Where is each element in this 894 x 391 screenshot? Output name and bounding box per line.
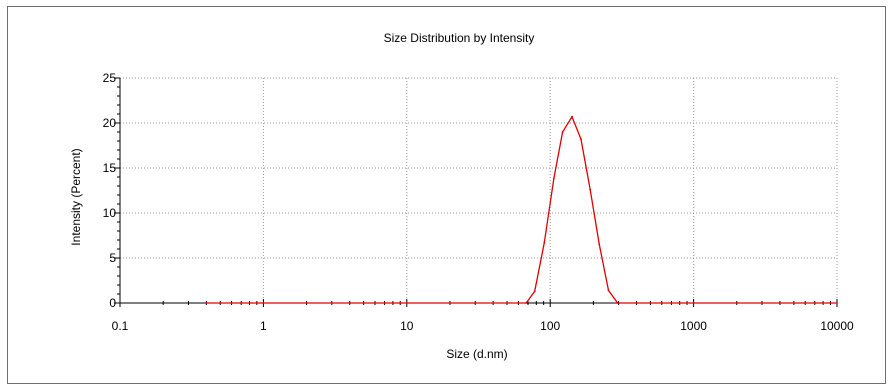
data-point (362, 302, 365, 304)
grid-layer (120, 77, 838, 303)
data-point (492, 302, 495, 304)
axis-layer (114, 77, 838, 307)
series-line (206, 116, 837, 304)
minor-tick-layer (117, 86, 831, 305)
y-axis-label: Intensity (Percent) (69, 148, 83, 245)
data-point (813, 302, 816, 304)
x-tick-label: 1 (260, 319, 267, 333)
data-point (399, 302, 402, 304)
y-tick-label: 25 (103, 71, 117, 85)
data-point (219, 302, 222, 304)
data-point (735, 302, 738, 304)
data-point (616, 302, 619, 304)
y-tick-label: 20 (103, 116, 117, 130)
data-point (383, 302, 386, 304)
x-tick-label: 100 (540, 319, 560, 333)
data-point (449, 302, 451, 304)
y-tick-label: 5 (109, 251, 116, 265)
chart-title: Size Distribution by Intensity (384, 31, 535, 45)
data-point (374, 302, 376, 304)
y-tick-label: 0 (109, 296, 116, 310)
data-point (474, 302, 477, 304)
x-tick-label: 0.1 (112, 319, 129, 333)
data-point (598, 243, 601, 246)
data-point (262, 302, 265, 304)
data-point (533, 290, 536, 293)
x-tick-label: 10000 (820, 319, 854, 333)
data-point (792, 302, 795, 304)
data-point (543, 241, 546, 244)
data-point (822, 302, 825, 304)
data-point (305, 302, 308, 304)
data-point (660, 302, 663, 304)
data-point (686, 302, 688, 304)
data-point (405, 302, 408, 304)
x-tick-label: 10 (400, 319, 414, 333)
chart-frame: Size Distribution by Intensity 0.1 1 10 100… (7, 6, 886, 384)
data-point (804, 302, 807, 304)
data-point (561, 131, 564, 133)
data-point (649, 302, 652, 304)
data-point (678, 302, 681, 304)
data-point (230, 302, 233, 304)
chart-svg: Size Distribution by Intensity 0.1 1 10 100… (69, 31, 854, 361)
data-point (525, 302, 528, 304)
data-point (348, 302, 351, 304)
data-point (255, 302, 258, 304)
tick-label-layer: 0.1 1 10 100 1000 10000 0 5 10 15 20 25 (103, 71, 854, 333)
data-point (670, 302, 673, 304)
data-point (205, 302, 208, 304)
data-point (506, 302, 508, 304)
x-tick-label: 1000 (680, 319, 707, 333)
series-layer (205, 115, 838, 304)
data-point (392, 302, 394, 304)
data-point (836, 302, 838, 304)
y-tick-label: 10 (103, 206, 117, 220)
data-point (571, 115, 573, 118)
x-axis-label: Size (d.nm) (446, 347, 507, 361)
data-point (517, 302, 520, 304)
data-point (240, 302, 243, 304)
data-point (829, 302, 832, 304)
data-point (552, 177, 555, 180)
data-point (779, 302, 781, 304)
y-tick-label: 15 (103, 161, 117, 175)
data-point (635, 302, 638, 304)
data-point (248, 302, 251, 304)
data-point (589, 188, 592, 191)
data-point (607, 289, 610, 292)
data-point (580, 138, 582, 141)
data-point (330, 302, 333, 304)
data-point (692, 302, 695, 304)
data-point (761, 302, 763, 304)
